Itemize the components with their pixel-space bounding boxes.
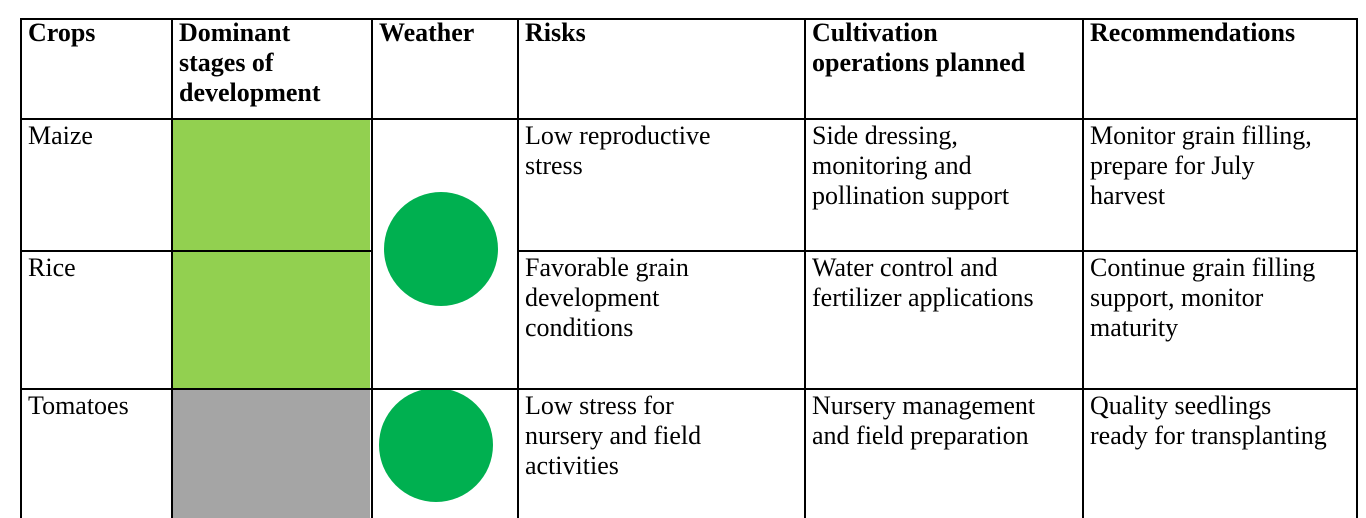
text-line: Monitor grain filling,: [1090, 121, 1312, 150]
header-cell: Dominant stages of development: [171, 18, 371, 108]
header-cell: Cultivation operations planned: [804, 18, 1082, 78]
text-line: Weather: [379, 18, 475, 47]
text-line: Maize: [28, 121, 93, 150]
text-line: Recommendations: [1090, 18, 1296, 47]
header-cell: Crops: [20, 18, 171, 48]
text-line: Rice: [28, 253, 76, 282]
stage-cell: [172, 119, 370, 250]
body-cell: Side dressing, monitoring and pollination …: [804, 118, 1082, 211]
header-cell: Recommendations: [1082, 18, 1356, 48]
header-cell: Weather: [371, 18, 517, 48]
text-line: Crops: [28, 18, 96, 47]
body-cell: Low stress for nursery and field activitie…: [517, 388, 804, 481]
body-cell: Low reproductive stress: [517, 118, 804, 181]
col-border: [1356, 18, 1358, 518]
text-line: Low stress for: [525, 391, 674, 420]
text-line: pollination support: [812, 181, 1010, 210]
text-line: prepare for July: [1090, 151, 1255, 180]
body-cell: Maize: [20, 118, 171, 151]
text-line: operations planned: [812, 48, 1026, 77]
text-line: stages of: [179, 48, 274, 77]
text-line: ready for transplanting: [1090, 421, 1327, 450]
text-line: support, monitor: [1090, 283, 1264, 312]
row-border: [517, 250, 1358, 252]
body-cell: Monitor grain filling, prepare for July ha…: [1082, 118, 1356, 211]
text-line: Dominant: [179, 18, 291, 47]
text-line: Continue grain filling: [1090, 253, 1316, 282]
text-line: maturity: [1090, 313, 1179, 342]
body-cell: Favorable grain development conditions: [517, 250, 804, 343]
text-line: fertilizer applications: [812, 283, 1034, 312]
row-border: [20, 388, 1358, 390]
row-border: [20, 250, 371, 252]
body-cell: Tomatoes: [20, 388, 171, 421]
text-line: stress: [525, 151, 583, 180]
col-border: [517, 18, 519, 518]
text-line: monitoring and: [812, 151, 972, 180]
text-line: Risks: [525, 18, 586, 47]
stage-cell: [172, 389, 370, 518]
text-line: conditions: [525, 313, 634, 342]
stage-cell: [172, 251, 370, 388]
col-border: [171, 18, 173, 518]
text-line: and field preparation: [812, 421, 1029, 450]
text-line: Nursery management: [812, 391, 1036, 420]
weather-icon: [379, 388, 493, 502]
text-line: Water control and: [812, 253, 998, 282]
col-border: [20, 18, 22, 518]
body-cell: Continue grain filling support, monitor ma…: [1082, 250, 1356, 343]
text-line: Quality seedlings: [1090, 391, 1272, 420]
text-line: development: [525, 283, 660, 312]
text-line: Cultivation: [812, 18, 938, 47]
col-border: [804, 18, 806, 518]
col-border: [1082, 18, 1084, 518]
body-cell: Nursery management and field preparation: [804, 388, 1082, 451]
body-cell: Quality seedlings ready for transplanting: [1082, 388, 1356, 451]
text-line: Tomatoes: [28, 391, 129, 420]
text-line: Favorable grain: [525, 253, 689, 282]
text-line: development: [179, 78, 321, 107]
text-line: nursery and field: [525, 421, 702, 450]
text-line: activities: [525, 451, 619, 480]
text-line: Side dressing,: [812, 121, 958, 150]
header-cell: Risks: [517, 18, 804, 48]
text-line: Low reproductive: [525, 121, 711, 150]
weather-icon: [384, 192, 498, 306]
body-cell: Water control and fertilizer applications: [804, 250, 1082, 313]
row-border: [20, 118, 1358, 120]
col-border: [371, 18, 373, 518]
text-line: harvest: [1090, 181, 1166, 210]
row-border: [20, 18, 1358, 20]
body-cell: Rice: [20, 250, 171, 283]
